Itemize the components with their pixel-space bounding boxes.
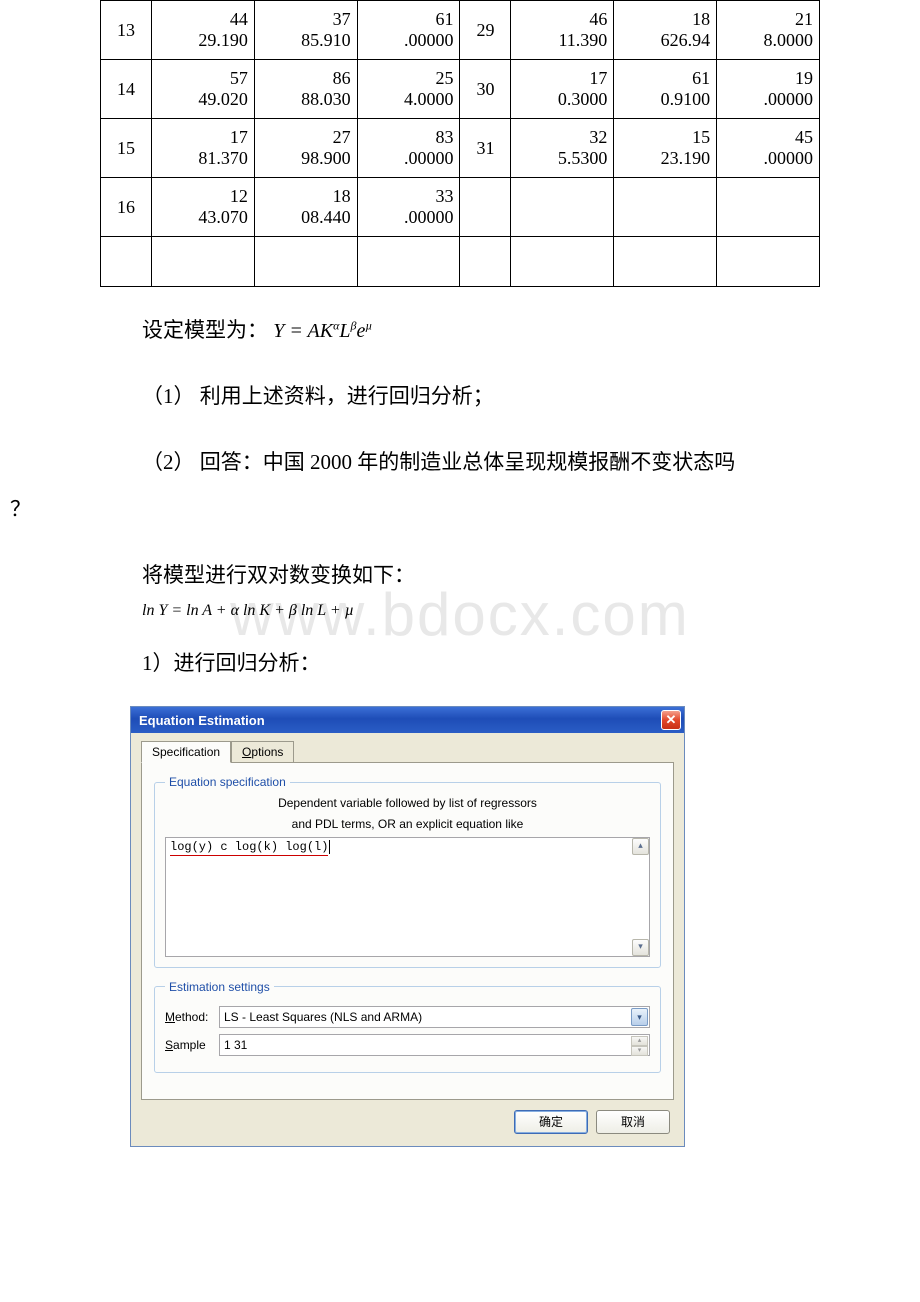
table-cell: 8688.030 xyxy=(254,60,357,119)
table-cell: 83.00000 xyxy=(357,119,460,178)
table-cell: 14 xyxy=(101,60,152,119)
tab-panel: Equation specification Dependent variabl… xyxy=(141,762,674,1100)
close-icon[interactable]: ✕ xyxy=(661,710,681,730)
table-cell xyxy=(460,237,511,287)
table-cell: 33.00000 xyxy=(357,178,460,237)
spin-down-icon[interactable]: ▾ xyxy=(631,1046,648,1056)
table-cell xyxy=(717,237,820,287)
dialog-title: Equation Estimation xyxy=(139,713,265,728)
table-cell: 45.00000 xyxy=(717,119,820,178)
table-cell: 2798.900 xyxy=(254,119,357,178)
question-2: （2） 回答：中国 2000 年的制造业总体呈现规模报酬不变状态吗 xyxy=(100,439,820,485)
table-cell: 1523.190 xyxy=(614,119,717,178)
table-cell: 1781.370 xyxy=(152,119,255,178)
model-intro-text: 设定模型为： xyxy=(142,318,268,342)
table-cell: 19.00000 xyxy=(717,60,820,119)
table-cell xyxy=(511,237,614,287)
table-cell: 1808.440 xyxy=(254,178,357,237)
tab-specification[interactable]: Specification xyxy=(141,741,231,763)
dialog-tabs: Specification Options xyxy=(141,741,674,762)
dialog-buttons: 确定 取消 xyxy=(141,1100,674,1136)
table-cell: 16 xyxy=(101,178,152,237)
estimation-settings-group: Estimation settings Method: LS - Least S… xyxy=(154,980,661,1073)
sample-spinner[interactable]: ▴ ▾ xyxy=(631,1036,648,1054)
table-cell: 254.0000 xyxy=(357,60,460,119)
model-intro-line: 设定模型为： Y = AKαLβeµ xyxy=(100,307,820,353)
transform-intro: 将模型进行双对数变换如下： xyxy=(100,552,820,598)
sample-label: Sample xyxy=(165,1038,219,1052)
table-cell: 29 xyxy=(460,1,511,60)
chevron-down-icon[interactable]: ▾ xyxy=(631,1008,648,1026)
hint-line-2: and PDL terms, OR an explicit equation l… xyxy=(165,816,650,833)
table-cell: 3785.910 xyxy=(254,1,357,60)
table-cell: 218.0000 xyxy=(717,1,820,60)
table-cell xyxy=(152,237,255,287)
estimation-settings-legend: Estimation settings xyxy=(165,980,274,994)
table-cell xyxy=(254,237,357,287)
transform-formula: ln Y = ln A + α ln K + β ln L + µ xyxy=(142,602,820,620)
table-cell: 18626.94 xyxy=(614,1,717,60)
spin-up-icon[interactable]: ▴ xyxy=(631,1036,648,1046)
table-cell: 31 xyxy=(460,119,511,178)
sample-input[interactable]: 1 31 ▴ ▾ xyxy=(219,1034,650,1056)
table-cell: 15 xyxy=(101,119,152,178)
scroll-down-icon[interactable]: ▾ xyxy=(632,939,649,956)
table-cell xyxy=(101,237,152,287)
table-cell xyxy=(717,178,820,237)
data-table: 134429.1903785.91061.00000294611.3901862… xyxy=(100,0,820,287)
model-formula: Y = AKαLβeµ xyxy=(273,320,372,342)
table-cell: 325.5300 xyxy=(511,119,614,178)
method-select[interactable]: LS - Least Squares (NLS and ARMA) ▾ xyxy=(219,1006,650,1028)
table-cell: 61.00000 xyxy=(357,1,460,60)
table-cell: 13 xyxy=(101,1,152,60)
table-cell: 5749.020 xyxy=(152,60,255,119)
equation-spec-group: Equation specification Dependent variabl… xyxy=(154,775,661,968)
equation-text: log(y) c log(k) log(l) xyxy=(170,840,328,856)
equation-input[interactable]: log(y) c log(k) log(l) xyxy=(165,837,650,957)
tab-options[interactable]: Options xyxy=(231,741,294,762)
equation-spec-legend: Equation specification xyxy=(165,775,290,789)
equation-estimation-dialog: Equation Estimation ✕ Specification Opti… xyxy=(130,706,685,1147)
table-cell: 610.9100 xyxy=(614,60,717,119)
method-label: Method: xyxy=(165,1010,219,1024)
question-1: （1） 利用上述资料，进行回归分析； xyxy=(100,373,820,419)
regress-heading: 1）进行回归分析： xyxy=(100,640,820,686)
scrollbar: ▴ ▾ xyxy=(632,838,649,956)
table-cell xyxy=(614,237,717,287)
cancel-button[interactable]: 取消 xyxy=(596,1110,670,1134)
hint-line-1: Dependent variable followed by list of r… xyxy=(165,795,650,812)
dialog-titlebar: Equation Estimation ✕ xyxy=(131,707,684,733)
table-cell: 170.3000 xyxy=(511,60,614,119)
table-cell xyxy=(614,178,717,237)
table-cell: 1243.070 xyxy=(152,178,255,237)
table-cell xyxy=(511,178,614,237)
table-cell xyxy=(460,178,511,237)
ok-button[interactable]: 确定 xyxy=(514,1110,588,1134)
sample-value: 1 31 xyxy=(224,1038,247,1052)
table-cell: 4429.190 xyxy=(152,1,255,60)
question-mark: ？ xyxy=(10,486,820,532)
scroll-up-icon[interactable]: ▴ xyxy=(632,838,649,855)
method-value: LS - Least Squares (NLS and ARMA) xyxy=(224,1010,422,1024)
table-cell xyxy=(357,237,460,287)
table-cell: 30 xyxy=(460,60,511,119)
table-cell: 4611.390 xyxy=(511,1,614,60)
